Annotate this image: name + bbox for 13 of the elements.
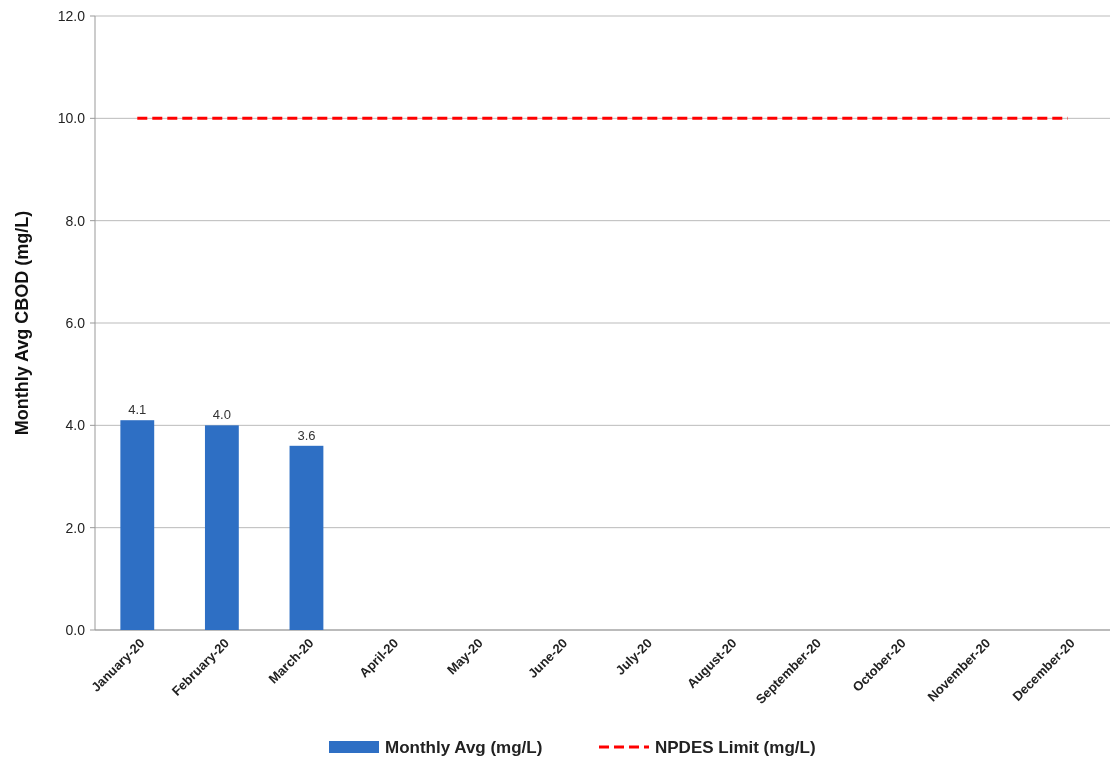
y-tick-label: 4.0	[65, 417, 86, 434]
y-tick-label: 6.0	[65, 314, 86, 331]
data-label: 3.6	[297, 427, 316, 443]
y-tick-label: 0.0	[65, 621, 86, 638]
legend-label: Monthly Avg (mg/L)	[385, 737, 543, 757]
y-axis-title: Monthly Avg CBOD (mg/L)	[12, 210, 32, 436]
legend-label: NPDES Limit (mg/L)	[655, 737, 816, 757]
y-tick-label: 8.0	[65, 212, 86, 229]
data-label: 4.1	[128, 402, 147, 418]
y-tick-label: 2.0	[65, 519, 86, 536]
y-tick-label: 10.0	[57, 110, 86, 127]
y-tick-label: 12.0	[57, 7, 86, 24]
data-label: 4.0	[212, 407, 231, 423]
